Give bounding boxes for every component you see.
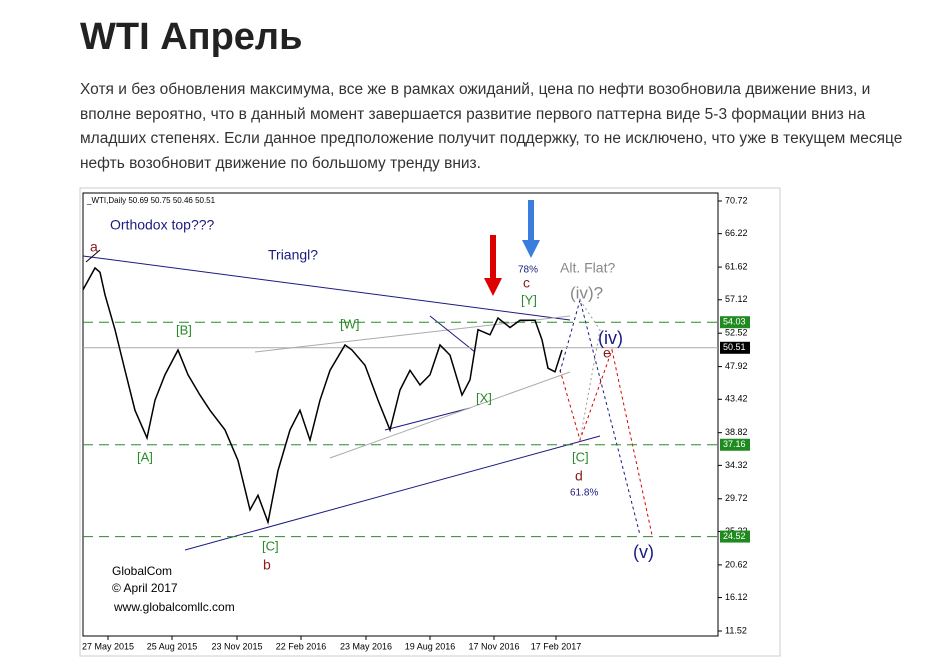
y-tick-label: 16.12: [725, 592, 748, 602]
y-tick-label: 20.62: [725, 559, 748, 569]
y-tick-label: 61.62: [725, 261, 748, 271]
level-box: [720, 316, 750, 329]
annotation: [A]: [137, 449, 153, 464]
annotation: [C]: [572, 449, 589, 464]
annotation: a: [90, 239, 98, 255]
arrow: [522, 240, 540, 258]
arrow: [484, 278, 502, 296]
level-label: 54.03: [723, 317, 746, 327]
annotation: b: [263, 557, 271, 573]
annotation: Alt. Flat?: [560, 260, 615, 276]
annotation: [B]: [176, 322, 192, 337]
projection: [579, 299, 601, 441]
x-tick-label: 27 May 2015: [82, 641, 134, 651]
level-box: [720, 530, 750, 543]
trendlines: [82, 249, 653, 551]
annotation: d: [575, 468, 583, 484]
y-tick-label: 43.42: [725, 394, 748, 404]
annotation: www.globalcomllc.com: [113, 600, 235, 614]
y-tick-label: 57.12: [725, 294, 748, 304]
x-tick-label: 23 May 2016: [340, 641, 392, 651]
annotation: [X]: [476, 390, 492, 405]
arrow: [490, 235, 496, 280]
last-price-box: [720, 341, 750, 354]
annotation: © April 2017: [112, 581, 178, 595]
paragraph: Хотя и без обновления максимума, все же …: [80, 81, 903, 172]
annotation: [W]: [340, 316, 360, 331]
last-price-label: 50.51: [723, 342, 746, 352]
annotation: (iv)?: [570, 283, 603, 302]
x-tick-label: 17 Nov 2016: [468, 641, 519, 651]
y-tick-label: 47.92: [725, 361, 748, 371]
annotation: (v): [633, 542, 654, 562]
annotation: [C]: [262, 538, 279, 553]
pointer: [85, 249, 101, 263]
annotation: GlobalCom: [112, 564, 172, 578]
trendline: [329, 371, 571, 459]
arrows: [484, 200, 540, 296]
y-tick-label: 11.52: [725, 625, 747, 635]
annotation: (iv): [598, 328, 623, 348]
x-tick-label: 22 Feb 2016: [276, 641, 327, 651]
x-tick-label: 19 Aug 2016: [405, 641, 456, 651]
projection: [559, 348, 653, 536]
y-tick-label: 29.72: [725, 493, 748, 503]
annotation: 78%: [518, 265, 538, 276]
y-tick-label: 34.32: [725, 460, 748, 470]
annotation: Triangl?: [268, 247, 318, 263]
annotation: e: [603, 345, 611, 361]
y-tick-label: 66.22: [725, 228, 748, 238]
trendline: [384, 407, 471, 431]
level-label: 37.16: [723, 439, 746, 449]
level-label: 24.52: [723, 531, 746, 541]
annotation: [Y]: [521, 292, 537, 307]
annotation: Orthodox top???: [110, 217, 215, 233]
plot-area: [82, 192, 719, 637]
price-line: [82, 266, 563, 525]
y-tick-label: 52.52: [725, 328, 748, 338]
x-tick-label: 17 Feb 2017: [531, 641, 582, 651]
title: WTI Апрель: [80, 16, 303, 58]
annotation: 61.8%: [570, 488, 598, 499]
annotation: c: [523, 275, 530, 291]
chart-title: _WTI,Daily 50.69 50.75 50.46 50.51: [86, 196, 216, 205]
level-box: [720, 438, 750, 451]
arrow: [528, 200, 534, 242]
trendline: [184, 435, 601, 551]
trendline: [82, 255, 571, 321]
x-tick-label: 25 Aug 2015: [147, 641, 198, 651]
y-tick-label: 70.72: [725, 195, 748, 205]
y-tick-label: 38.82: [725, 427, 748, 437]
x-tick-label: 23 Nov 2015: [211, 641, 262, 651]
